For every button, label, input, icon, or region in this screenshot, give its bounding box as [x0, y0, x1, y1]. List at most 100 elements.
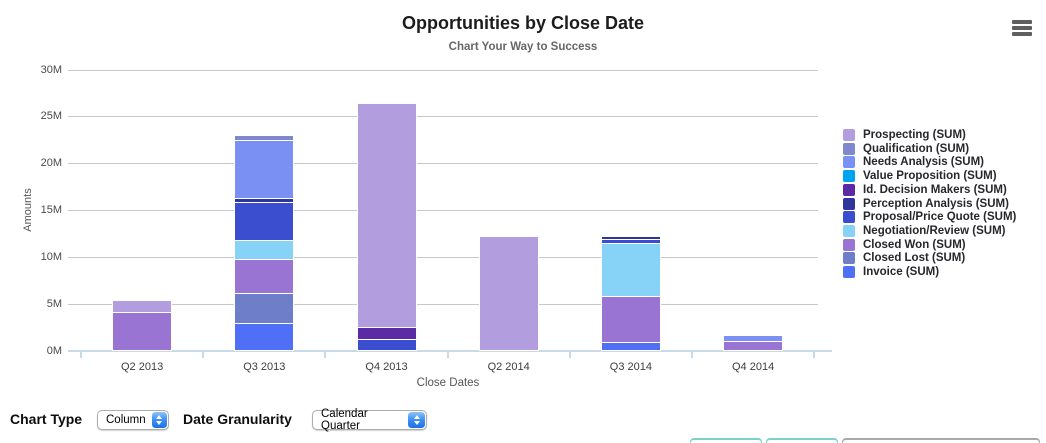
legend-label: Invoice (SUM) — [863, 266, 940, 278]
bar-segment-prospecting-q2-2014[interactable] — [479, 236, 538, 350]
y-tick-label: 0M — [46, 344, 62, 357]
legend-item-needs-analysis: Needs Analysis (SUM) — [843, 156, 984, 169]
bar-segment-negotiation-review-q3-2014[interactable] — [601, 243, 660, 296]
bar-segment-closed-won-q2-2013[interactable] — [113, 311, 172, 350]
bar-segment-prospecting-q4-2013[interactable] — [357, 103, 416, 327]
y-tick-label: 25M — [40, 110, 62, 123]
bar-segment-id-decision-makers-q4-2013[interactable] — [357, 326, 416, 339]
bar-segment-needs-analysis-q3-2013[interactable] — [235, 140, 294, 199]
legend-swatch-icon — [843, 224, 855, 237]
legend-item-prospecting: Prospecting (SUM) — [843, 129, 966, 141]
legend-label: Negotiation/Review (SUM) — [863, 224, 1006, 237]
date-granularity-label: Date Granularity — [183, 411, 292, 427]
chevron-down-icon — [413, 421, 420, 425]
gridline-25M — [68, 116, 818, 118]
bar-segment-qualification-q3-2013[interactable] — [235, 135, 294, 141]
chart-type-select[interactable]: Column — [97, 410, 169, 430]
select-stepper-icon — [151, 412, 167, 428]
x-axis-line — [68, 350, 832, 352]
legend-item-negotiation-review: Negotiation/Review (SUM) — [843, 224, 1006, 237]
y-tick-label: 20M — [40, 157, 62, 170]
x-axis-title: Close Dates — [416, 377, 480, 389]
y-tick-label: 30M — [40, 63, 62, 76]
y-tick-label: 5M — [46, 297, 62, 310]
x-axis-tick — [80, 352, 82, 358]
gridline-30M — [68, 69, 818, 71]
hamburger-menu-icon[interactable] — [1012, 20, 1032, 37]
x-axis-tick — [813, 352, 816, 358]
page-title: Opportunities by Close Date — [401, 13, 645, 33]
gridline-20M — [68, 163, 818, 165]
legend-label: Closed Lost (SUM) — [863, 252, 966, 265]
x-category-label-q2-2014: Q2 2014 — [487, 361, 530, 373]
chevron-up-icon — [413, 415, 420, 419]
select-stepper-icon — [408, 412, 425, 428]
legend-label: Closed Won (SUM) — [863, 238, 966, 251]
legend-item-closed-lost: Closed Lost (SUM) — [843, 252, 966, 265]
legend-item-proposal-price-quote: Proposal/Price Quote (SUM) — [843, 211, 1017, 224]
legend-swatch-icon — [843, 197, 855, 210]
x-axis-tick — [324, 352, 327, 358]
legend-label: Id. Decision Makers (SUM) — [863, 183, 1007, 196]
x-category-label-q4-2013: Q4 2013 — [365, 361, 408, 373]
x-category-label-q4-2014: Q4 2014 — [731, 361, 775, 373]
gridline-10M — [68, 256, 818, 258]
legend-item-id-decision-makers: Id. Decision Makers (SUM) — [843, 183, 1007, 196]
legend-label: Needs Analysis (SUM) — [863, 156, 984, 169]
bar-segment-proposal-price-quote-q3-2013[interactable] — [235, 202, 294, 241]
x-axis-tick — [568, 352, 571, 358]
bar-segment-invoice-q3-2014[interactable] — [601, 341, 660, 350]
legend-swatch-icon — [843, 129, 855, 141]
bar-segment-proposal-price-quote-q4-2013[interactable] — [357, 338, 416, 350]
bar-segment-closed-won-q3-2014[interactable] — [601, 295, 660, 342]
bar-segment-negotiation-review-q3-2013[interactable] — [235, 240, 294, 260]
bar-segment-closed-won-q4-2014[interactable] — [724, 340, 783, 350]
legend-label: Proposal/Price Quote (SUM) — [863, 211, 1017, 224]
hamburger-bar — [1012, 20, 1032, 24]
x-category-label-q3-2014: Q3 2014 — [609, 361, 652, 373]
legend-swatch-icon — [843, 238, 855, 251]
bar-segment-prospecting-q2-2013[interactable] — [113, 301, 172, 312]
bar-segment-proposal-price-quote-q3-2014[interactable] — [601, 239, 660, 244]
x-axis-tick — [691, 352, 693, 358]
hamburger-bar — [1012, 26, 1032, 30]
chevron-down-icon — [156, 421, 163, 425]
x-axis-tick — [446, 352, 449, 358]
y-tick-label: 15M — [40, 204, 62, 216]
legend-item-perception-analysis: Perception Analysis (SUM) — [843, 197, 1009, 210]
page-subtitle: Chart Your Way to Success — [448, 41, 598, 53]
gridline-15M — [68, 210, 818, 211]
y-tick-label: 10M — [40, 250, 62, 263]
date-granularity-select[interactable]: Calendar Quarter — [312, 408, 427, 432]
bar-segment-perception-analysis-q3-2013[interactable] — [235, 198, 294, 202]
legend-swatch-icon — [843, 183, 855, 196]
legend-swatch-icon — [843, 266, 855, 278]
legend-item-invoice: Invoice (SUM) — [843, 266, 939, 278]
x-axis-tick — [202, 352, 205, 358]
date-granularity-selected-value: Calendar Quarter — [321, 408, 368, 432]
bar-segment-closed-won-q3-2013[interactable] — [235, 259, 294, 293]
x-category-label-q3-2013: Q3 2013 — [243, 361, 286, 373]
bar-segment-invoice-q3-2013[interactable] — [235, 322, 294, 350]
bar-segment-perception-analysis-q3-2014[interactable] — [601, 236, 660, 240]
legend-swatch-icon — [843, 170, 855, 183]
legend-item-value-proposition: Value Proposition (SUM) — [843, 170, 997, 183]
legend-item-closed-won: Closed Won (SUM) — [843, 238, 966, 251]
x-category-label-q2-2013: Q2 2013 — [120, 361, 164, 373]
legend-label: Qualification (SUM) — [863, 142, 970, 155]
chevron-up-icon — [156, 415, 163, 419]
legend-label: Value Proposition (SUM) — [863, 170, 997, 183]
legend-swatch-icon — [843, 156, 855, 169]
legend-label: Prospecting (SUM) — [863, 129, 966, 141]
legend-item-qualification: Qualification (SUM) — [843, 142, 970, 155]
chart-type-selected-value: Column — [106, 414, 146, 426]
gridline-5M — [68, 303, 818, 305]
bar-segment-needs-analysis-q4-2014[interactable] — [724, 336, 783, 341]
bar-segment-closed-lost-q3-2013[interactable] — [235, 292, 294, 323]
legend-swatch-icon — [843, 211, 855, 224]
chart-type-label: Chart Type — [10, 411, 83, 427]
hamburger-bar — [1012, 32, 1032, 36]
legend-label: Perception Analysis (SUM) — [863, 197, 1009, 210]
legend-swatch-icon — [843, 142, 855, 155]
legend-swatch-icon — [843, 252, 855, 265]
